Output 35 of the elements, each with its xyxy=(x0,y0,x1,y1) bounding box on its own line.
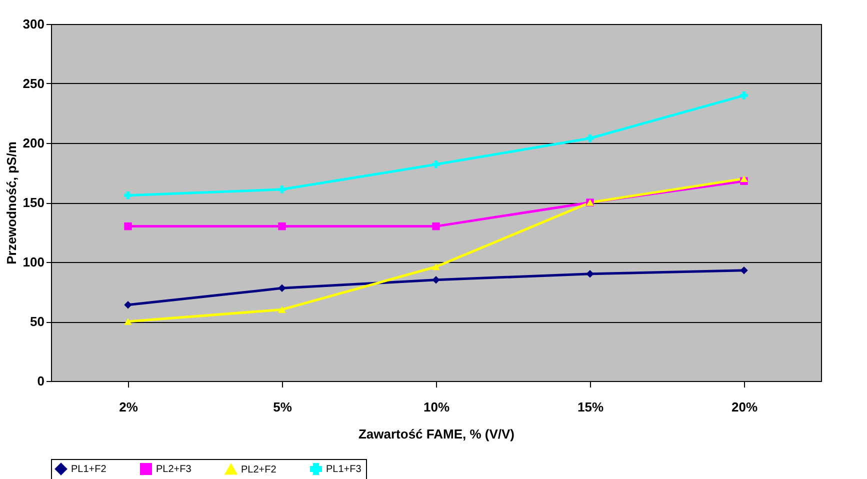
x-tick-label: 2% xyxy=(119,400,138,414)
point xyxy=(124,300,132,309)
legend-label: PL1+F3 xyxy=(326,464,362,475)
point xyxy=(124,318,132,325)
point xyxy=(586,270,594,278)
x-axis-title: Zawartość FAME, % (V/V) xyxy=(358,426,515,442)
point xyxy=(278,222,286,230)
y-tick-label: 50 xyxy=(30,314,44,329)
point xyxy=(586,134,594,142)
point xyxy=(432,160,440,168)
point xyxy=(432,276,440,284)
point xyxy=(432,263,440,270)
legend-label: PL2+F3 xyxy=(156,464,192,475)
x-tick-label: 10% xyxy=(423,400,450,414)
y-tick-label: 300 xyxy=(22,16,44,32)
x-tick-label: 5% xyxy=(273,400,292,414)
point xyxy=(124,222,132,230)
y-tick-label: 200 xyxy=(22,136,44,150)
y-axis-title: Przewodność, pS/m xyxy=(4,142,19,264)
point xyxy=(278,284,286,292)
y-tick-label: 0 xyxy=(37,374,44,388)
point xyxy=(124,191,132,200)
point xyxy=(278,186,286,194)
x-tick-label: 15% xyxy=(577,400,604,414)
point xyxy=(740,266,748,274)
x-tick-label: 20% xyxy=(731,400,758,414)
legend-label: PL2+F2 xyxy=(241,464,277,476)
legend-label: PL1+F2 xyxy=(71,464,107,475)
point xyxy=(432,222,440,230)
point xyxy=(278,306,286,313)
point xyxy=(740,175,748,182)
y-tick-label: 100 xyxy=(22,254,44,270)
point xyxy=(740,92,748,100)
y-tick-label: 150 xyxy=(22,195,44,210)
y-tick-label: 250 xyxy=(22,76,44,91)
